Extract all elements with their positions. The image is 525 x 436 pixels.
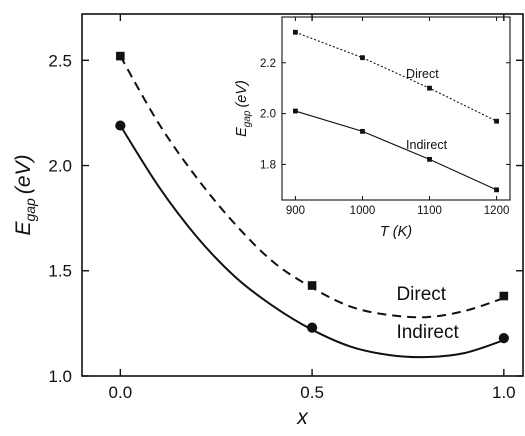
inset-series-group: Direct Indirect [293,29,499,193]
inset-y-axis-title-unit: (eV) [234,80,250,107]
main-y-ticks: 1.0 1.5 2.0 2.5 [48,51,523,386]
inset-direct-series-label: Direct [406,67,439,81]
main-direct-point [116,51,125,61]
inset-y-ticks: 1.8 2.0 2.2 [260,58,510,171]
inset-y-tick-label: 1.8 [260,159,276,171]
main-direct-series-label: Direct [396,284,446,305]
inset-x-tick-label: 1200 [484,205,510,217]
main-y-tick-label: 1.5 [48,262,72,281]
main-indirect-point [306,322,318,333]
main-x-tick-label: 1.0 [492,383,516,402]
main-x-tick-label: 0.0 [109,383,133,402]
inset-y-axis-title: Egap (eV) [234,80,253,137]
inset-indirect-series-label: Indirect [406,138,448,152]
main-indirect-point [498,333,509,344]
inset-plot: 900 1000 1100 1200 1.8 2.0 2.2 Direct Indirect… [234,16,511,240]
inset-direct-point [360,55,365,61]
inset-indirect-point [360,128,365,134]
inset-y-axis-title-symbol: E [234,127,250,137]
main-series-group: Direct Indirect [115,51,509,359]
inset-direct-line [295,31,497,122]
main-indirect-point [115,120,126,131]
inset-x-ticks: 900 1000 1100 1200 [286,17,510,217]
main-y-axis-title-unit: (eV) [12,154,35,194]
main-direct-point [307,281,317,290]
inset-indirect-point [293,108,298,114]
inset-x-tick-label: 900 [286,205,305,217]
inset-y-tick-label: 2.0 [260,109,276,121]
inset-plot-frame [281,16,511,201]
main-x-ticks: 0.0 0.5 1.0 [109,14,516,402]
main-indirect-series-label: Indirect [396,322,459,343]
main-y-tick-label: 2.0 [48,156,72,175]
main-plot-frame [81,13,524,377]
main-y-tick-label: 2.5 [48,51,72,70]
main-y-axis-title-symbol: E [12,221,35,236]
main-x-tick-label: 0.5 [300,383,324,402]
inset-direct-point [293,29,298,35]
inset-indirect-point [494,187,499,193]
main-direct-line [119,55,505,319]
main-direct-point [499,291,509,301]
inset-indirect-point [427,156,432,162]
inset-y-tick-label: 2.2 [260,58,276,70]
inset-direct-point [427,85,432,91]
inset-x-axis-title: T (K) [380,224,412,240]
inset-indirect-line [295,110,497,191]
main-x-axis-title: x [296,406,309,429]
inset-direct-point [494,118,499,124]
main-y-tick-label: 1.0 [48,367,72,386]
main-y-axis-title-subscript: gap [22,198,38,222]
inset-y-axis-title-subscript: gap [242,110,253,127]
inset-x-tick-label: 1100 [417,205,442,217]
inset-x-tick-label: 1000 [350,205,376,217]
main-y-axis-title: Egap (eV) [12,154,38,235]
